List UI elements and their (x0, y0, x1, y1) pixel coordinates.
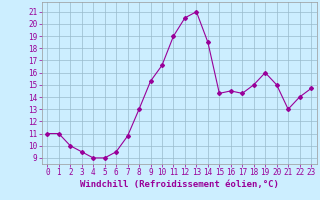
X-axis label: Windchill (Refroidissement éolien,°C): Windchill (Refroidissement éolien,°C) (80, 180, 279, 189)
